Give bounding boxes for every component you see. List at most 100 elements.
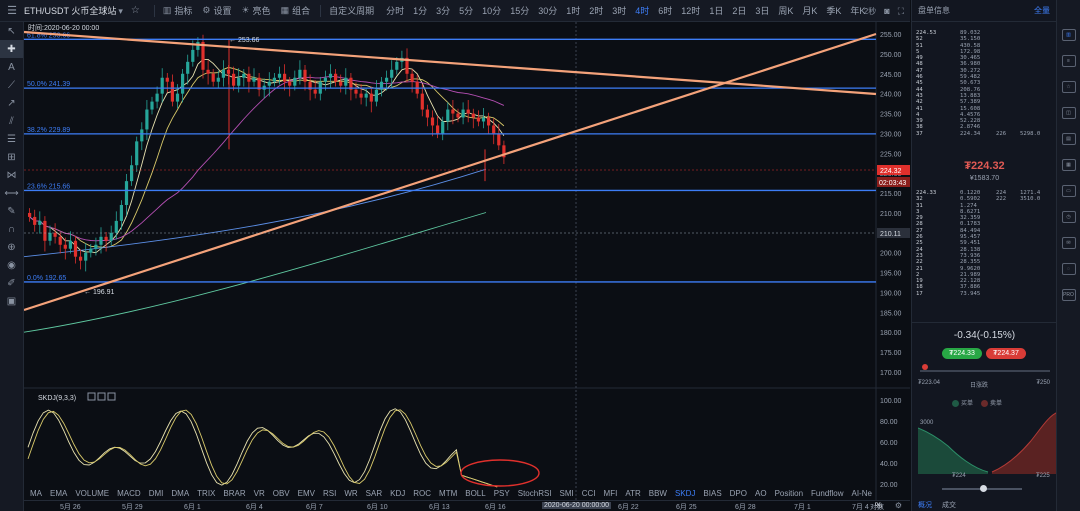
indicator-tab-ma[interactable]: MA	[30, 489, 42, 498]
bid-row[interactable]: 23 73.936	[916, 252, 981, 259]
indicator-tab-skdj[interactable]: SKDJ	[674, 489, 696, 498]
ask-row[interactable]: 39 52.228	[916, 118, 981, 125]
ruler-icon[interactable]: ⟷	[4, 187, 19, 199]
bid-row[interactable]: 26 95.457	[916, 234, 981, 241]
indicator-tab-trix[interactable]: TRIX	[197, 489, 216, 498]
clock-icon[interactable]: ◷	[1057, 204, 1080, 230]
bid-row[interactable]: 24 28.138	[916, 246, 981, 253]
axis-settings-icon[interactable]: ⚙	[894, 501, 902, 510]
buy-price-pill[interactable]: ₮224.33	[942, 348, 982, 359]
ask-row[interactable]: 4 4.4576	[916, 111, 981, 118]
slider-knob[interactable]	[980, 485, 987, 492]
cursor-icon[interactable]: ↖	[7, 25, 16, 37]
wallet-icon[interactable]: ▭	[1057, 178, 1080, 204]
ask-row[interactable]: 51 430.58	[916, 42, 981, 49]
bid-row[interactable]: 3 8.6271	[916, 208, 981, 215]
indicator-tab-obv[interactable]: OBV	[272, 489, 290, 498]
period-18[interactable]: 季K	[826, 6, 842, 16]
bid-row[interactable]: 18 37.886	[916, 284, 981, 291]
ask-row[interactable]: 43 13.883	[916, 92, 981, 99]
indicator-tab-ema[interactable]: EMA	[50, 489, 68, 498]
period-4[interactable]: 10分	[482, 6, 502, 16]
indicators-button[interactable]: ▥ 指标	[162, 5, 193, 16]
ask-row[interactable]: 52 35.150	[916, 36, 981, 43]
trash-icon[interactable]: ▣	[6, 295, 17, 307]
chart-icon[interactable]: ▥	[1057, 22, 1080, 48]
indicator-tab-dma[interactable]: DMA	[171, 489, 190, 498]
bid-row[interactable]: 28 0.1783	[916, 221, 981, 228]
indicator-tab-vr[interactable]: VR	[253, 489, 265, 498]
period-12[interactable]: 12时	[681, 6, 701, 16]
period-1[interactable]: 1分	[413, 6, 428, 16]
ask-row[interactable]: 45 50.673	[916, 80, 981, 87]
ask-row[interactable]: 48 36.980	[916, 61, 981, 68]
bid-row[interactable]: 32 0.5902 222 3510.0	[916, 196, 1041, 203]
mail-icon[interactable]: ✉	[1057, 230, 1080, 256]
star-icon[interactable]: ☆	[1057, 74, 1080, 100]
indicator-tab-boll[interactable]: BOLL	[465, 489, 486, 498]
ask-row[interactable]: 44 208.76	[916, 86, 981, 93]
chart-area[interactable]: 61.8% 253.66 50.0% 241.39 38.2% 229.89 23.6…	[23, 22, 910, 500]
indicator-tab-ai-netvol[interactable]: AI-NetVOL	[851, 489, 873, 498]
period-0[interactable]: 分时	[386, 6, 405, 16]
osc-close-icon[interactable]	[97, 392, 106, 401]
bid-row[interactable]: 22 28.355	[916, 259, 981, 266]
period-16[interactable]: 周K	[778, 6, 794, 16]
indicator-tab-bias[interactable]: BIAS	[703, 489, 722, 498]
crosshair-icon[interactable]: ✚	[0, 40, 23, 58]
log-scale-toggle[interactable]: 对数	[870, 504, 884, 511]
indicator-tab-ao[interactable]: AO	[755, 489, 767, 498]
indicator-tab-mtm[interactable]: MTM	[439, 489, 458, 498]
gann-icon[interactable]: ⊞	[7, 151, 16, 163]
bid-row[interactable]: 21 9.9620	[916, 265, 981, 272]
bid-row[interactable]: 2 21.989	[916, 271, 981, 278]
layers-icon[interactable]: ◫	[1057, 100, 1080, 126]
bid-row[interactable]: 224.33 0.1220 224 1271.4	[916, 190, 1041, 196]
bid-row[interactable]: 17 73.945	[916, 290, 981, 297]
indicator-tab-dmi[interactable]: DMI	[148, 489, 164, 498]
ask-row[interactable]: 5 172.98	[916, 48, 981, 55]
period-3[interactable]: 5分	[459, 6, 474, 16]
period-7[interactable]: 1时	[566, 6, 581, 16]
ask-row[interactable]: 37 224.34 226 5298.0	[916, 130, 1041, 137]
pencil-icon[interactable]: ✐	[7, 277, 16, 289]
star-icon[interactable]: ☆	[130, 5, 140, 16]
full-depth-button[interactable]: 全量	[1034, 6, 1050, 15]
indicator-tab-dpo[interactable]: DPO	[729, 489, 747, 498]
period-13[interactable]: 1日	[709, 6, 724, 16]
sell-price-pill[interactable]: ₮224.37	[986, 348, 1026, 359]
indicator-tab-roc[interactable]: ROC	[413, 489, 432, 498]
brush-icon[interactable]: ✎	[7, 205, 16, 217]
indicator-tab-emv[interactable]: EMV	[297, 489, 315, 498]
period-2[interactable]: 3分	[436, 6, 451, 16]
pattern-icon[interactable]: ⋈	[6, 169, 17, 181]
ask-row[interactable]: 41 15.608	[916, 105, 981, 112]
list-icon[interactable]: ≡	[1057, 48, 1080, 74]
calc-icon[interactable]: ▦	[1057, 152, 1080, 178]
indicator-tab-bbw[interactable]: BBW	[648, 489, 667, 498]
ask-row[interactable]: 42 57.389	[916, 99, 981, 106]
indicator-tab-psy[interactable]: PSY	[493, 489, 510, 498]
magnet-icon[interactable]: ∩	[7, 223, 16, 235]
fullscreen-icon[interactable]: ⛶	[897, 5, 904, 16]
indicator-tab-sar[interactable]: SAR	[365, 489, 383, 498]
period-14[interactable]: 2日	[732, 6, 747, 16]
period-8[interactable]: 2时	[589, 6, 604, 16]
bid-row[interactable]: 29 32.359	[916, 215, 981, 222]
indicator-tab-wr[interactable]: WR	[344, 489, 358, 498]
resistance-trendline[interactable]	[23, 30, 877, 96]
indicator-tab-rsi[interactable]: RSI	[323, 489, 337, 498]
fib-icon[interactable]: ☰	[7, 133, 16, 145]
panel-tab-1[interactable]: 成交	[942, 501, 956, 509]
bid-row[interactable]: 31 1.274	[916, 202, 977, 209]
period-17[interactable]: 月K	[802, 6, 818, 16]
period-11[interactable]: 6时	[658, 6, 673, 16]
camera-icon[interactable]: ◙	[884, 6, 890, 16]
ask-row[interactable]: 49 30.465	[916, 55, 981, 62]
panel-tab-0[interactable]: 概况	[918, 501, 932, 509]
bid-row[interactable]: 25 59.451	[916, 240, 981, 247]
price-chart[interactable]: 61.8% 253.66 50.0% 241.39 38.2% 229.89 23.6…	[23, 22, 910, 500]
support-trendline[interactable]	[23, 32, 877, 312]
indicator-tab-kdj[interactable]: KDJ	[390, 489, 406, 498]
pro-icon[interactable]: PRO	[1057, 282, 1080, 308]
